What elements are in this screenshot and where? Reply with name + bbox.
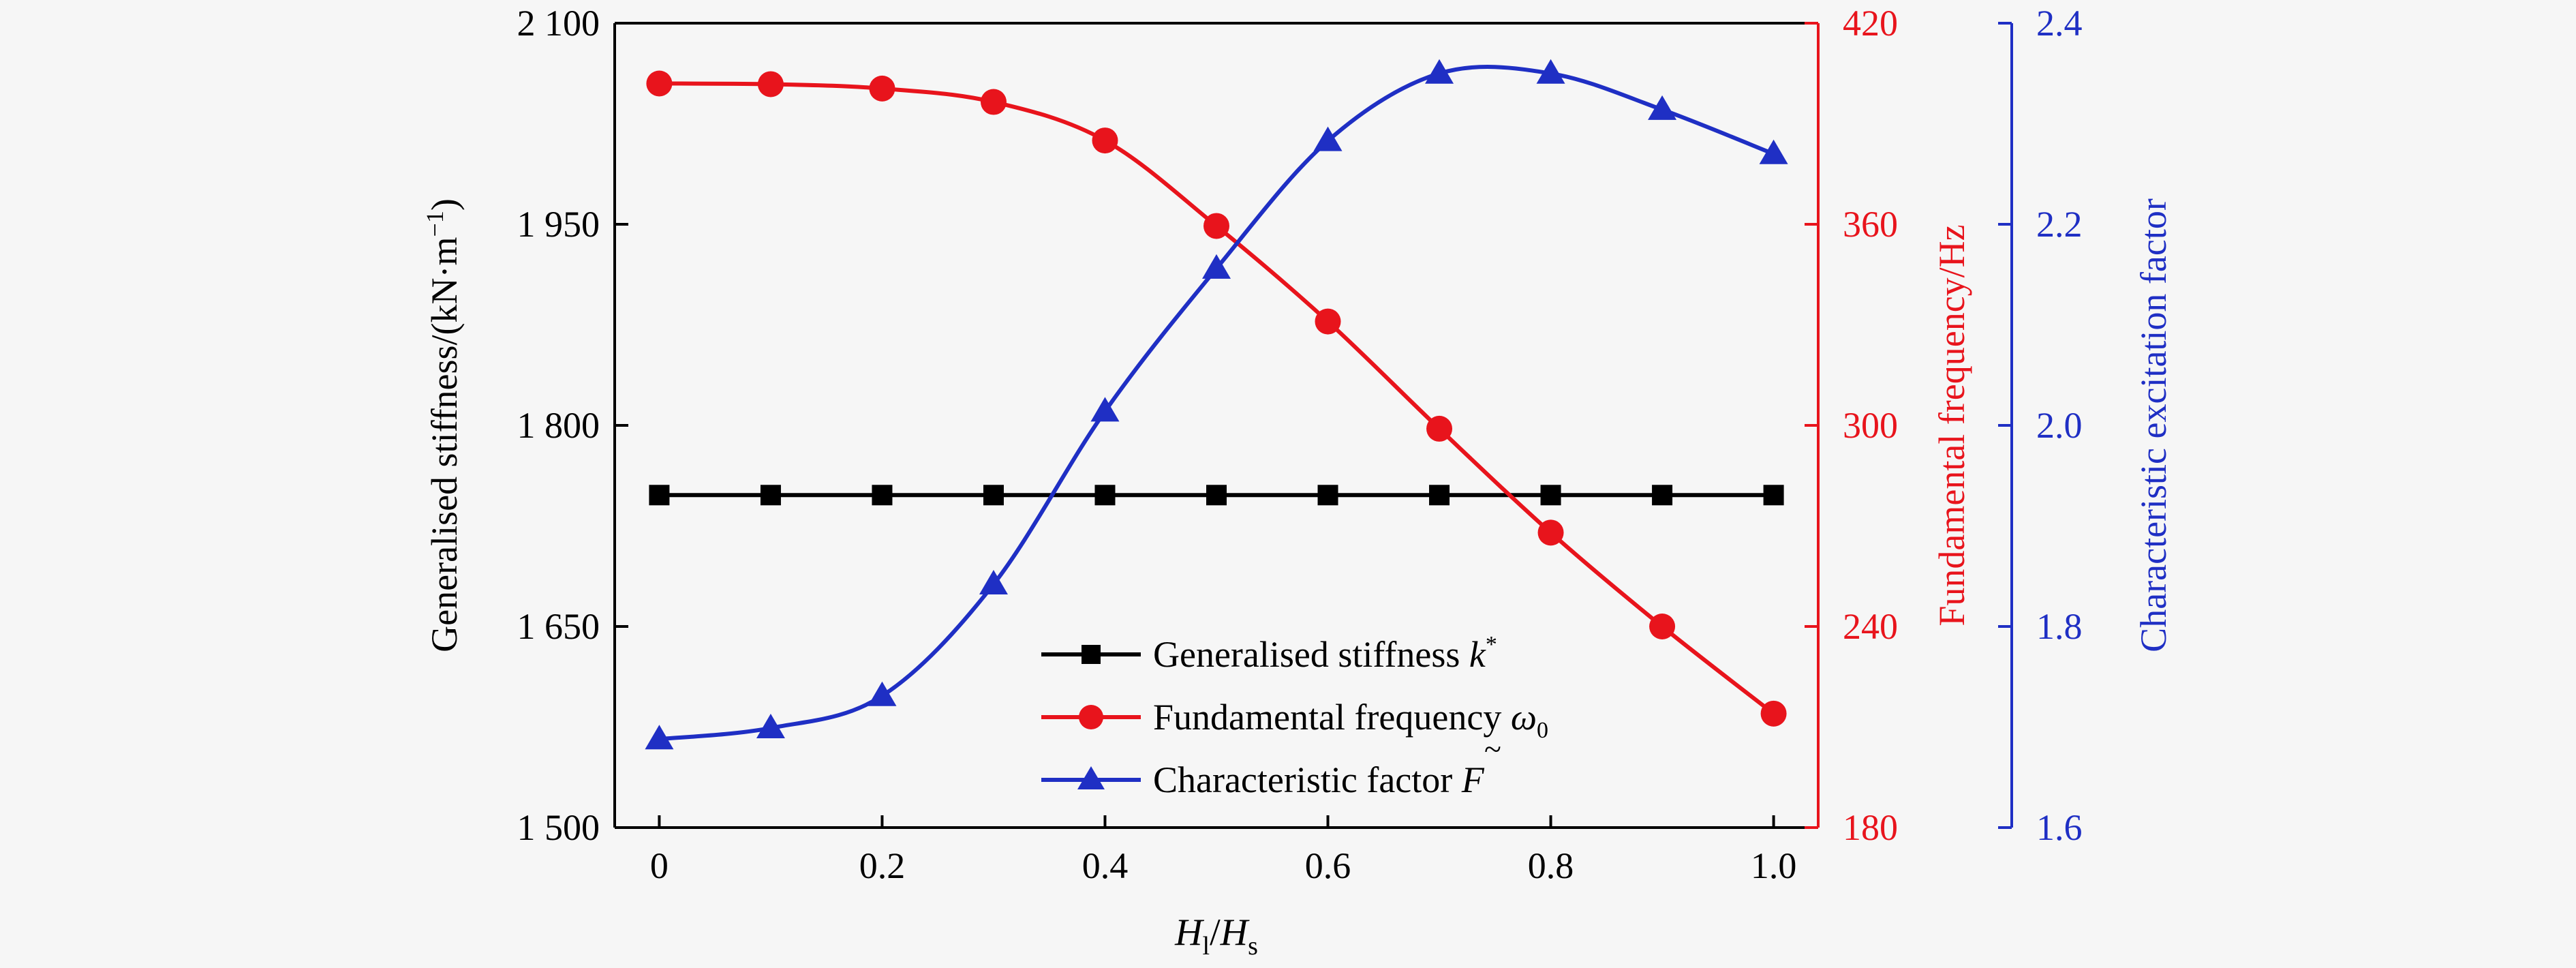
left-axis-label: Generalised stiffness/(kN·m−1)	[421, 198, 465, 652]
legend-symbol-tilde: ~	[1484, 731, 1501, 766]
frequency-axis-ticks: 180 240 300 360 420	[1805, 3, 1898, 848]
series-layer	[645, 59, 1788, 750]
x-tick-label: 0.2	[859, 845, 906, 886]
left-tick-label: 1 800	[517, 405, 600, 446]
data-point-circle	[1092, 127, 1118, 154]
legend-marker-triangle	[1077, 766, 1105, 789]
data-point-circle	[1537, 519, 1564, 546]
data-point-triangle	[1090, 397, 1120, 422]
x-tick-label: 1.0	[1751, 845, 1797, 886]
series-line	[659, 65, 1775, 742]
right2-tick-label: 1.6	[2036, 807, 2083, 848]
data-point-triangle	[1536, 59, 1565, 84]
data-point-square	[649, 485, 670, 506]
data-point-square	[1094, 485, 1116, 506]
x-axis-label: Hl/Hs	[1174, 911, 1258, 961]
right1-tick-label: 240	[1843, 606, 1898, 647]
data-point-triangle	[1648, 95, 1677, 120]
legend-label-factor: Characteristic factor F	[1153, 759, 1485, 800]
x-tick-label: 0.6	[1305, 845, 1351, 886]
right1-tick-label: 300	[1843, 405, 1898, 446]
right2-tick-label: 2.2	[2036, 204, 2083, 245]
x-tick-label: 0.8	[1528, 845, 1574, 886]
right-axis-label-frequency: Fundamental frequency/Hz	[1931, 224, 1972, 626]
x-tick-label: 0.4	[1082, 845, 1129, 886]
right2-tick-label: 1.8	[2036, 606, 2083, 647]
right1-tick-label: 180	[1843, 807, 1898, 848]
data-point-circle	[1315, 308, 1341, 335]
data-point-square	[1429, 485, 1450, 506]
left-tick-label: 2 100	[517, 3, 600, 44]
left-tick-label: 1 500	[517, 807, 600, 848]
legend-marker-circle	[1079, 705, 1103, 729]
data-point-circle	[757, 71, 784, 97]
left-tick-label: 1 950	[517, 204, 600, 245]
legend-item-frequency: Fundamental frequency ω0	[1041, 697, 1548, 743]
left-axis-ticks: 1 500 1 650 1 800 1 950 2 100	[517, 3, 628, 848]
data-point-square	[760, 485, 781, 506]
data-point-triangle	[979, 570, 1008, 595]
data-point-circle	[1426, 415, 1453, 442]
right1-tick-label: 420	[1843, 3, 1898, 44]
x-tick-label: 0	[650, 845, 669, 886]
left-tick-label: 1 650	[517, 606, 600, 647]
data-point-triangle	[1759, 139, 1788, 164]
legend-label-stiffness: Generalised stiffness k*	[1153, 632, 1497, 675]
legend-item-stiffness: Generalised stiffness k*	[1041, 632, 1497, 675]
series-triangle	[645, 59, 1788, 750]
legend-marker-square	[1082, 645, 1101, 664]
right2-tick-label: 2.4	[2036, 3, 2083, 44]
right1-tick-label: 360	[1843, 204, 1898, 245]
data-point-square	[1317, 485, 1338, 506]
data-point-circle	[1760, 700, 1787, 727]
data-point-square	[1540, 485, 1561, 506]
data-point-square	[983, 485, 1004, 506]
data-point-triangle	[645, 725, 674, 750]
x-axis-ticks: 0 0.2 0.4 0.6 0.8 1.0	[650, 815, 1796, 886]
right-axis-label-factor: Characteristic excitation factor	[2133, 198, 2174, 652]
data-point-square	[872, 485, 893, 506]
data-point-circle	[980, 89, 1007, 115]
series-square	[649, 485, 1784, 506]
data-point-triangle	[868, 681, 897, 706]
legend-label-frequency: Fundamental frequency ω0	[1153, 697, 1548, 743]
data-point-square	[1206, 485, 1227, 506]
data-point-circle	[869, 75, 895, 102]
data-point-circle	[646, 70, 673, 97]
legend-item-factor: Characteristic factor F ~	[1041, 731, 1501, 800]
legend: Generalised stiffness k* Fundamental fre…	[1041, 632, 1548, 800]
data-point-triangle	[756, 713, 785, 738]
data-point-triangle	[1425, 59, 1454, 84]
data-point-triangle	[1313, 126, 1343, 151]
data-point-square	[1763, 485, 1784, 506]
data-point-square	[1652, 485, 1673, 506]
factor-axis-ticks: 1.6 1.8 2.0 2.2 2.4	[1998, 3, 2083, 848]
right2-tick-label: 2.0	[2036, 405, 2083, 446]
data-point-triangle	[1202, 254, 1231, 279]
data-point-circle	[1203, 213, 1229, 239]
data-point-circle	[1649, 614, 1676, 639]
